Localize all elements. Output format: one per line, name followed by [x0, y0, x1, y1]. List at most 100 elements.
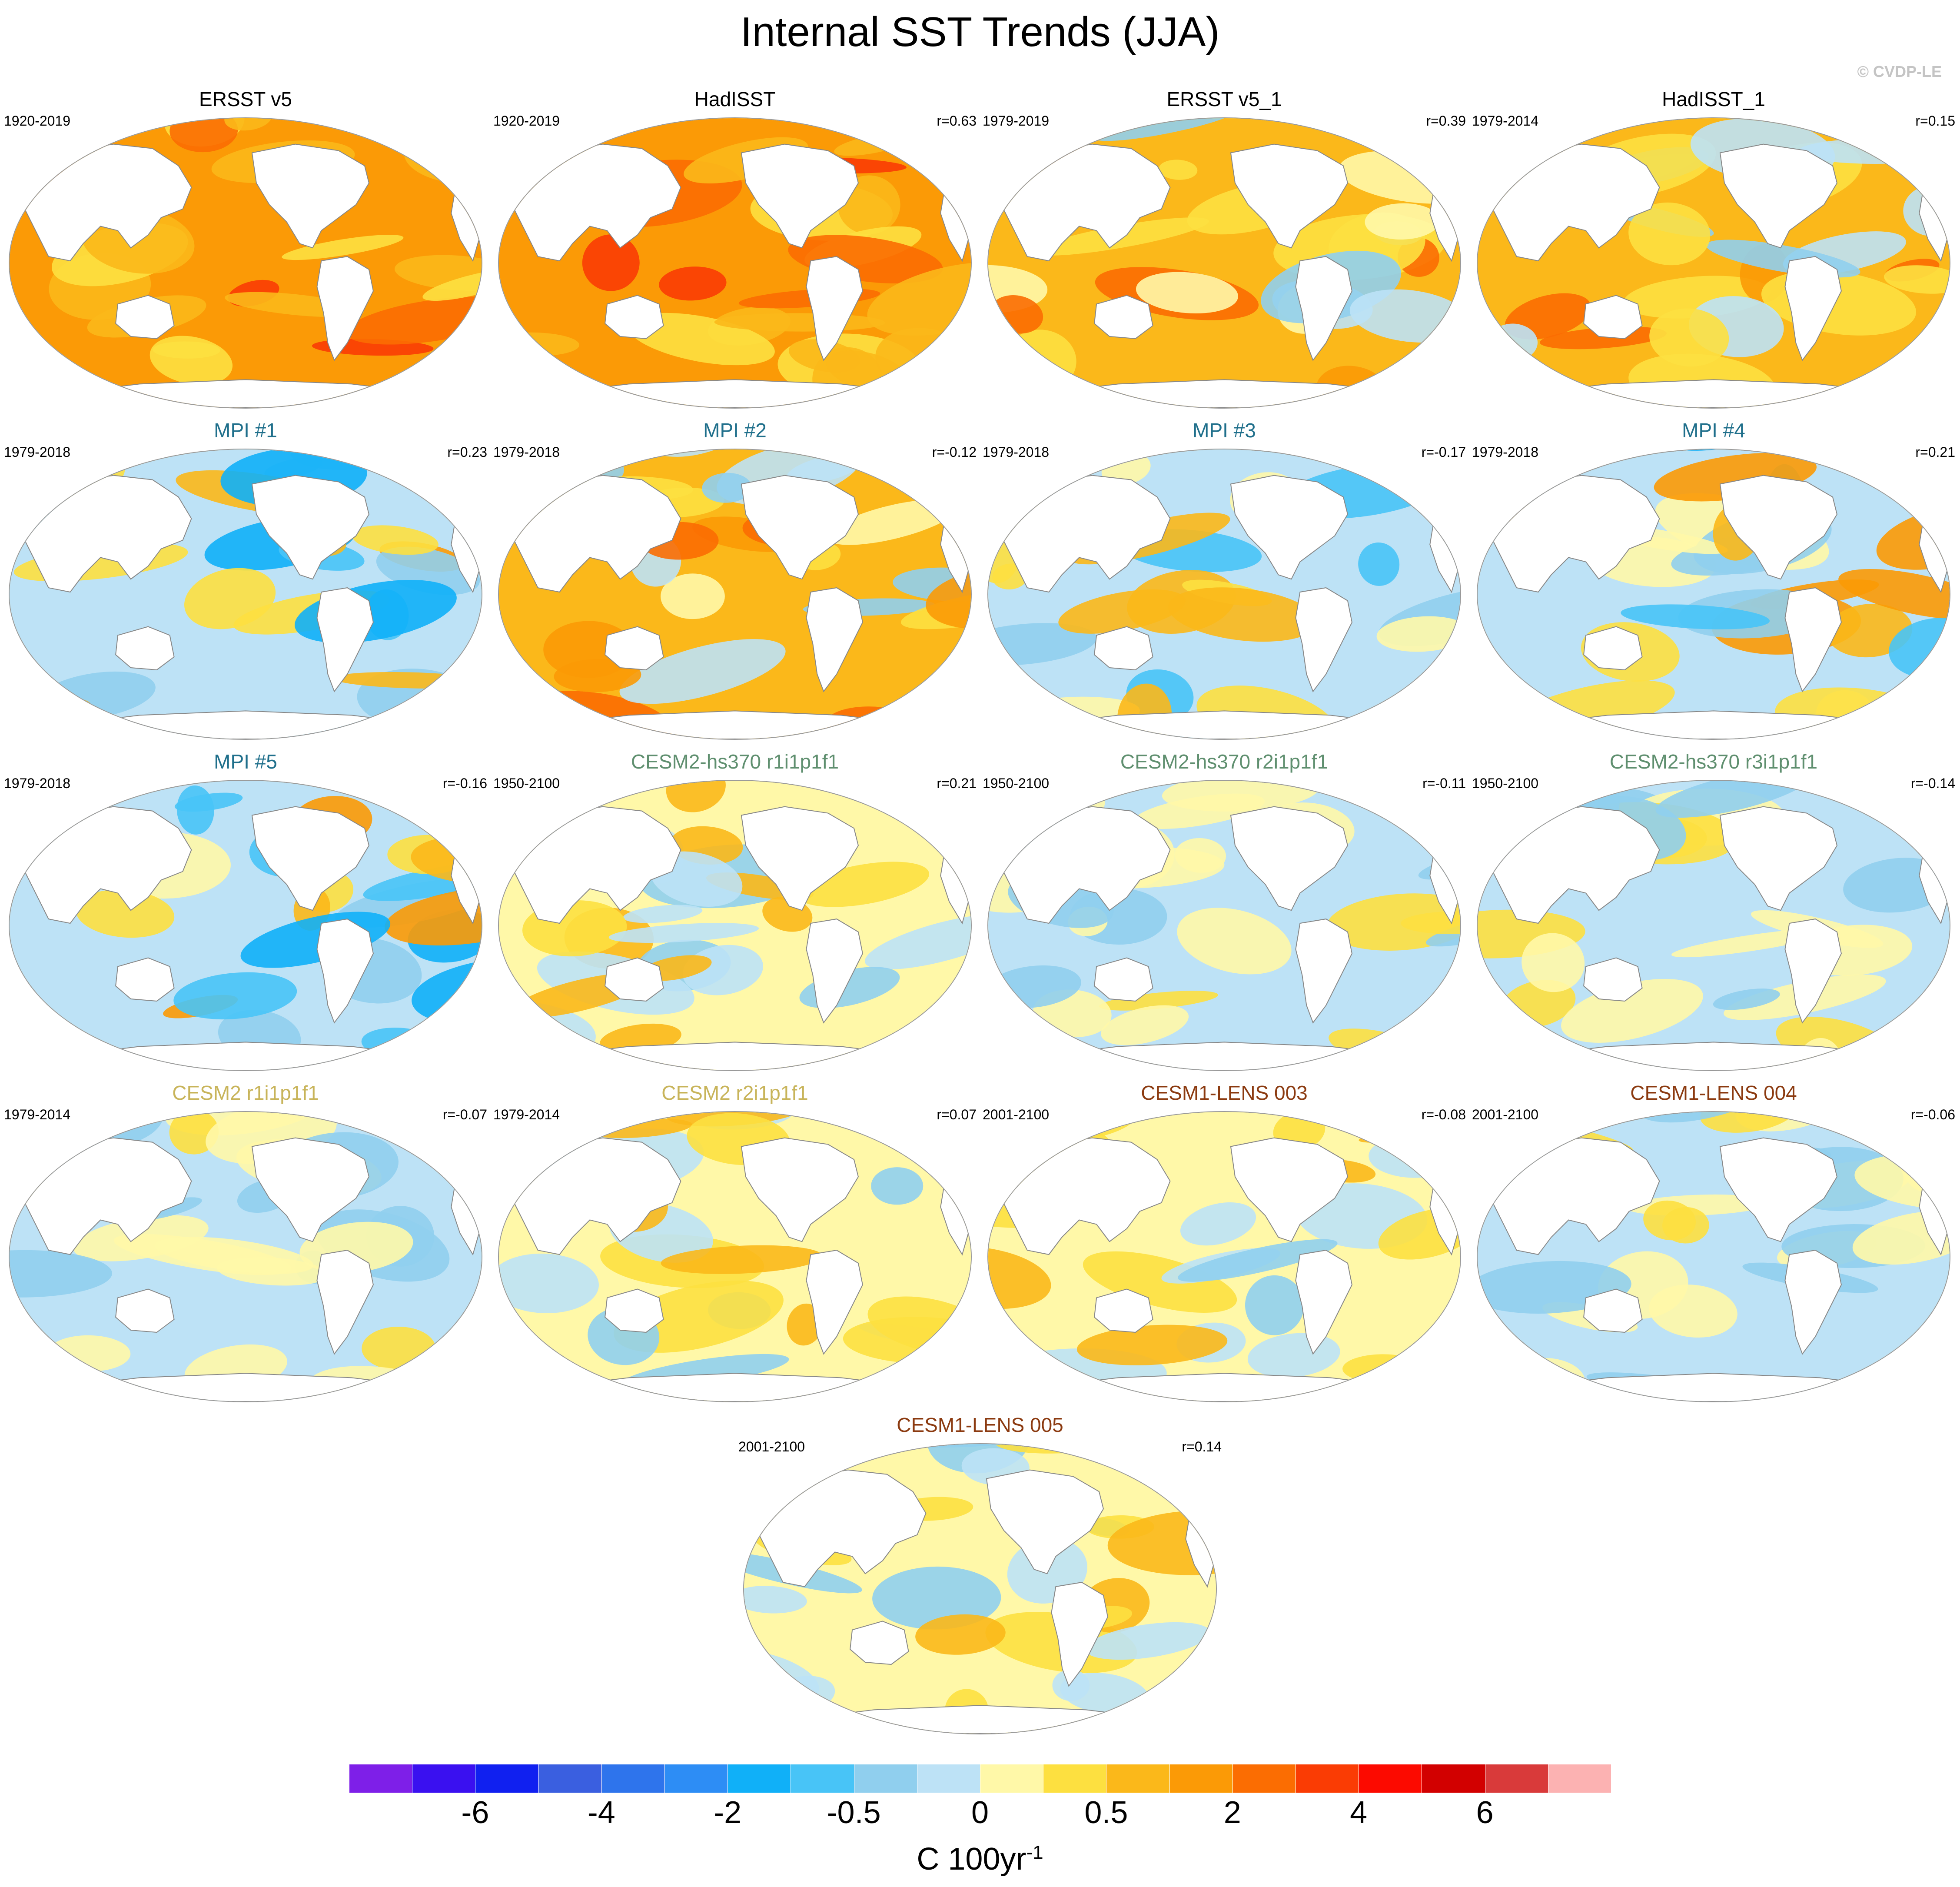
colorbar-tick-label: -4: [587, 1795, 615, 1830]
trend-blob: [1123, 1725, 1166, 1734]
land-mask: [1230, 475, 1349, 580]
colorbar-segment: [1169, 1764, 1233, 1793]
trend-blob: [1478, 1048, 1573, 1070]
land-mask: [1094, 1288, 1153, 1333]
land-mask: [1031, 1042, 1418, 1070]
colorbar-tick-label: 4: [1350, 1795, 1368, 1830]
panel-correlation: r=0.15: [1915, 113, 1955, 129]
colorbar-segment: [412, 1764, 476, 1793]
trend-blob: [826, 499, 958, 545]
colorbar-segment: [1296, 1764, 1359, 1793]
units-exponent: -1: [1026, 1842, 1043, 1863]
trend-blob: [1884, 265, 1950, 294]
panel-correlation: r=0.14: [1182, 1439, 1222, 1454]
trend-blob: [1083, 1251, 1237, 1313]
land-mask: [1490, 806, 1660, 924]
trend-blob: [1180, 1202, 1256, 1246]
map-globe: [498, 449, 972, 740]
land-mask: [1583, 295, 1643, 339]
sst-trend-field: [988, 781, 1460, 1070]
land-mask: [605, 1288, 664, 1333]
trend-blob: [499, 1253, 599, 1314]
sst-trend-field: [988, 118, 1460, 408]
land-mask: [741, 1137, 859, 1242]
panel-correlation: r=-0.06: [1910, 1107, 1955, 1122]
panel-period: 1979-2018: [4, 444, 71, 460]
sst-trend-field: [499, 781, 971, 1070]
land-mask: [115, 295, 175, 339]
colorbar-tick-label: 0: [971, 1795, 989, 1830]
panel-period: 2001-2100: [1472, 1107, 1539, 1122]
trend-blob: [1093, 118, 1239, 141]
panel-period: 2001-2100: [738, 1439, 805, 1454]
trend-blob: [1700, 1112, 1797, 1133]
land-mask: [1719, 475, 1838, 580]
map-panel: CESM2-hs370 r1i1p1f1 1950-2100 r=0.21: [492, 749, 978, 1075]
land-mask: [1031, 1373, 1418, 1401]
colorbar-segment: [791, 1764, 854, 1793]
land-mask: [1583, 1288, 1643, 1333]
land-mask: [1000, 143, 1171, 262]
colorbar-segment: [1232, 1764, 1296, 1793]
trend-blob: [1521, 933, 1585, 992]
land-mask: [251, 806, 370, 911]
trend-blob: [396, 784, 447, 817]
sst-trend-field: [499, 449, 971, 739]
map-panel: HadISST 1920-2019 r=0.63: [492, 87, 978, 413]
trend-blob: [867, 262, 971, 336]
land-mask: [806, 1250, 863, 1355]
colorbar-tick-label: 6: [1476, 1795, 1494, 1830]
trend-blob: [1007, 142, 1056, 170]
trend-blob: [1649, 1285, 1737, 1338]
map-globe: [987, 449, 1461, 740]
panel-title: MPI #2: [703, 419, 767, 442]
colorbar-tick-label: -2: [714, 1795, 742, 1830]
panel-title: CESM2-hs370 r2i1p1f1: [1120, 750, 1329, 773]
land-mask: [986, 1469, 1104, 1574]
trend-blob: [367, 720, 443, 739]
land-mask: [1295, 587, 1352, 692]
land-mask: [741, 475, 859, 580]
panel-period: 1979-2014: [1472, 113, 1539, 129]
map-globe: [9, 449, 482, 740]
trend-blob: [1628, 202, 1711, 266]
land-mask: [741, 806, 859, 911]
trend-blob: [1358, 542, 1400, 586]
land-mask: [1719, 1137, 1838, 1242]
panel-title: ERSST v5: [199, 88, 292, 110]
land-mask: [1000, 475, 1171, 593]
trend-blob: [1478, 706, 1549, 739]
panel-title: CESM2-hs370 r3i1p1f1: [1609, 750, 1818, 773]
page-title: Internal SST Trends (JJA): [740, 9, 1220, 55]
land-mask: [1520, 1042, 1907, 1070]
land-mask: [1784, 256, 1842, 361]
panel-correlation: r=0.21: [1915, 444, 1955, 460]
land-mask: [1295, 1250, 1352, 1355]
land-mask: [741, 143, 859, 249]
map-panel: ERSST v5 1920-2019: [2, 87, 489, 413]
map-globe: [498, 1111, 972, 1402]
trend-blob: [744, 1586, 807, 1614]
trend-blob: [1177, 908, 1292, 975]
sst-trend-field: [10, 1112, 482, 1401]
colorbar-segment: [917, 1764, 980, 1793]
land-mask: [52, 1042, 439, 1070]
trend-blob: [1099, 991, 1218, 1011]
land-mask: [787, 1705, 1173, 1734]
panel-title: CESM2 r1i1p1f1: [172, 1082, 319, 1104]
panel-title: CESM2-hs370 r1i1p1f1: [631, 750, 839, 773]
panel-correlation: r=0.63: [937, 113, 977, 129]
panel-title: CESM1-LENS 003: [1141, 1082, 1308, 1104]
map-panel: CESM1-LENS 003 2001-2100 r=-0.08: [981, 1081, 1468, 1407]
colorbar-segment: [980, 1764, 1044, 1793]
trend-blob: [1136, 272, 1238, 314]
land-mask: [251, 143, 370, 249]
land-mask: [115, 626, 175, 670]
trend-blob: [1349, 1399, 1421, 1401]
map-panel: CESM1-LENS 005 2001-2100 r=0.14: [737, 1413, 1223, 1739]
map-globe: [1477, 1111, 1950, 1402]
land-mask: [1000, 806, 1171, 924]
land-mask: [511, 143, 681, 262]
copyright-label: © CVDP-LE: [1857, 63, 1942, 80]
panel-title: CESM1-LENS 004: [1630, 1082, 1797, 1104]
